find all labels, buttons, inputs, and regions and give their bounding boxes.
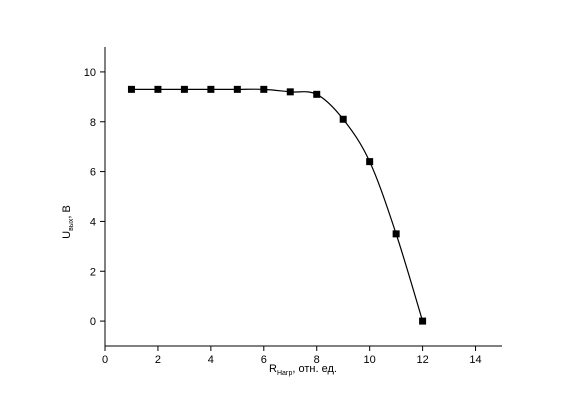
marker	[154, 85, 162, 93]
marker	[127, 85, 135, 93]
x-axis-label: RНагр, отн. ед.	[269, 363, 337, 377]
marker	[286, 88, 294, 96]
y-tick-label: 2	[90, 266, 96, 278]
x-tick-label: 12	[416, 354, 428, 366]
y-label-main: U	[61, 231, 73, 239]
x-tick-label: 10	[364, 354, 376, 366]
marker	[207, 85, 215, 93]
y-tick-label: 8	[90, 117, 96, 129]
x-tick-label: 0	[102, 354, 108, 366]
marker	[366, 158, 374, 166]
y-tick-label: 0	[90, 316, 96, 328]
y-tick-label: 4	[90, 216, 96, 228]
x-tick-label: 6	[261, 354, 267, 366]
y-label-suffix: , В	[61, 205, 73, 218]
x-tick-label: 14	[469, 354, 481, 366]
x-label-suffix: , отн. ед.	[292, 363, 337, 375]
x-label-sub: Нагр	[277, 370, 293, 377]
marker	[180, 85, 188, 93]
y-tick-label: 10	[84, 67, 96, 79]
y-axis-label: Uвых, В	[61, 205, 75, 239]
marker	[419, 317, 427, 325]
x-label-main: R	[269, 363, 277, 375]
marker	[260, 85, 268, 93]
x-tick-label: 2	[155, 354, 161, 366]
series-line	[131, 88, 424, 322]
y-tick-label: 6	[90, 167, 96, 179]
marker	[233, 85, 241, 93]
marker	[339, 115, 347, 123]
marker	[313, 90, 321, 98]
marker	[392, 230, 400, 238]
y-label-sub: вых	[68, 218, 75, 231]
x-tick-label: 4	[208, 354, 214, 366]
x-tick-label: 8	[314, 354, 320, 366]
